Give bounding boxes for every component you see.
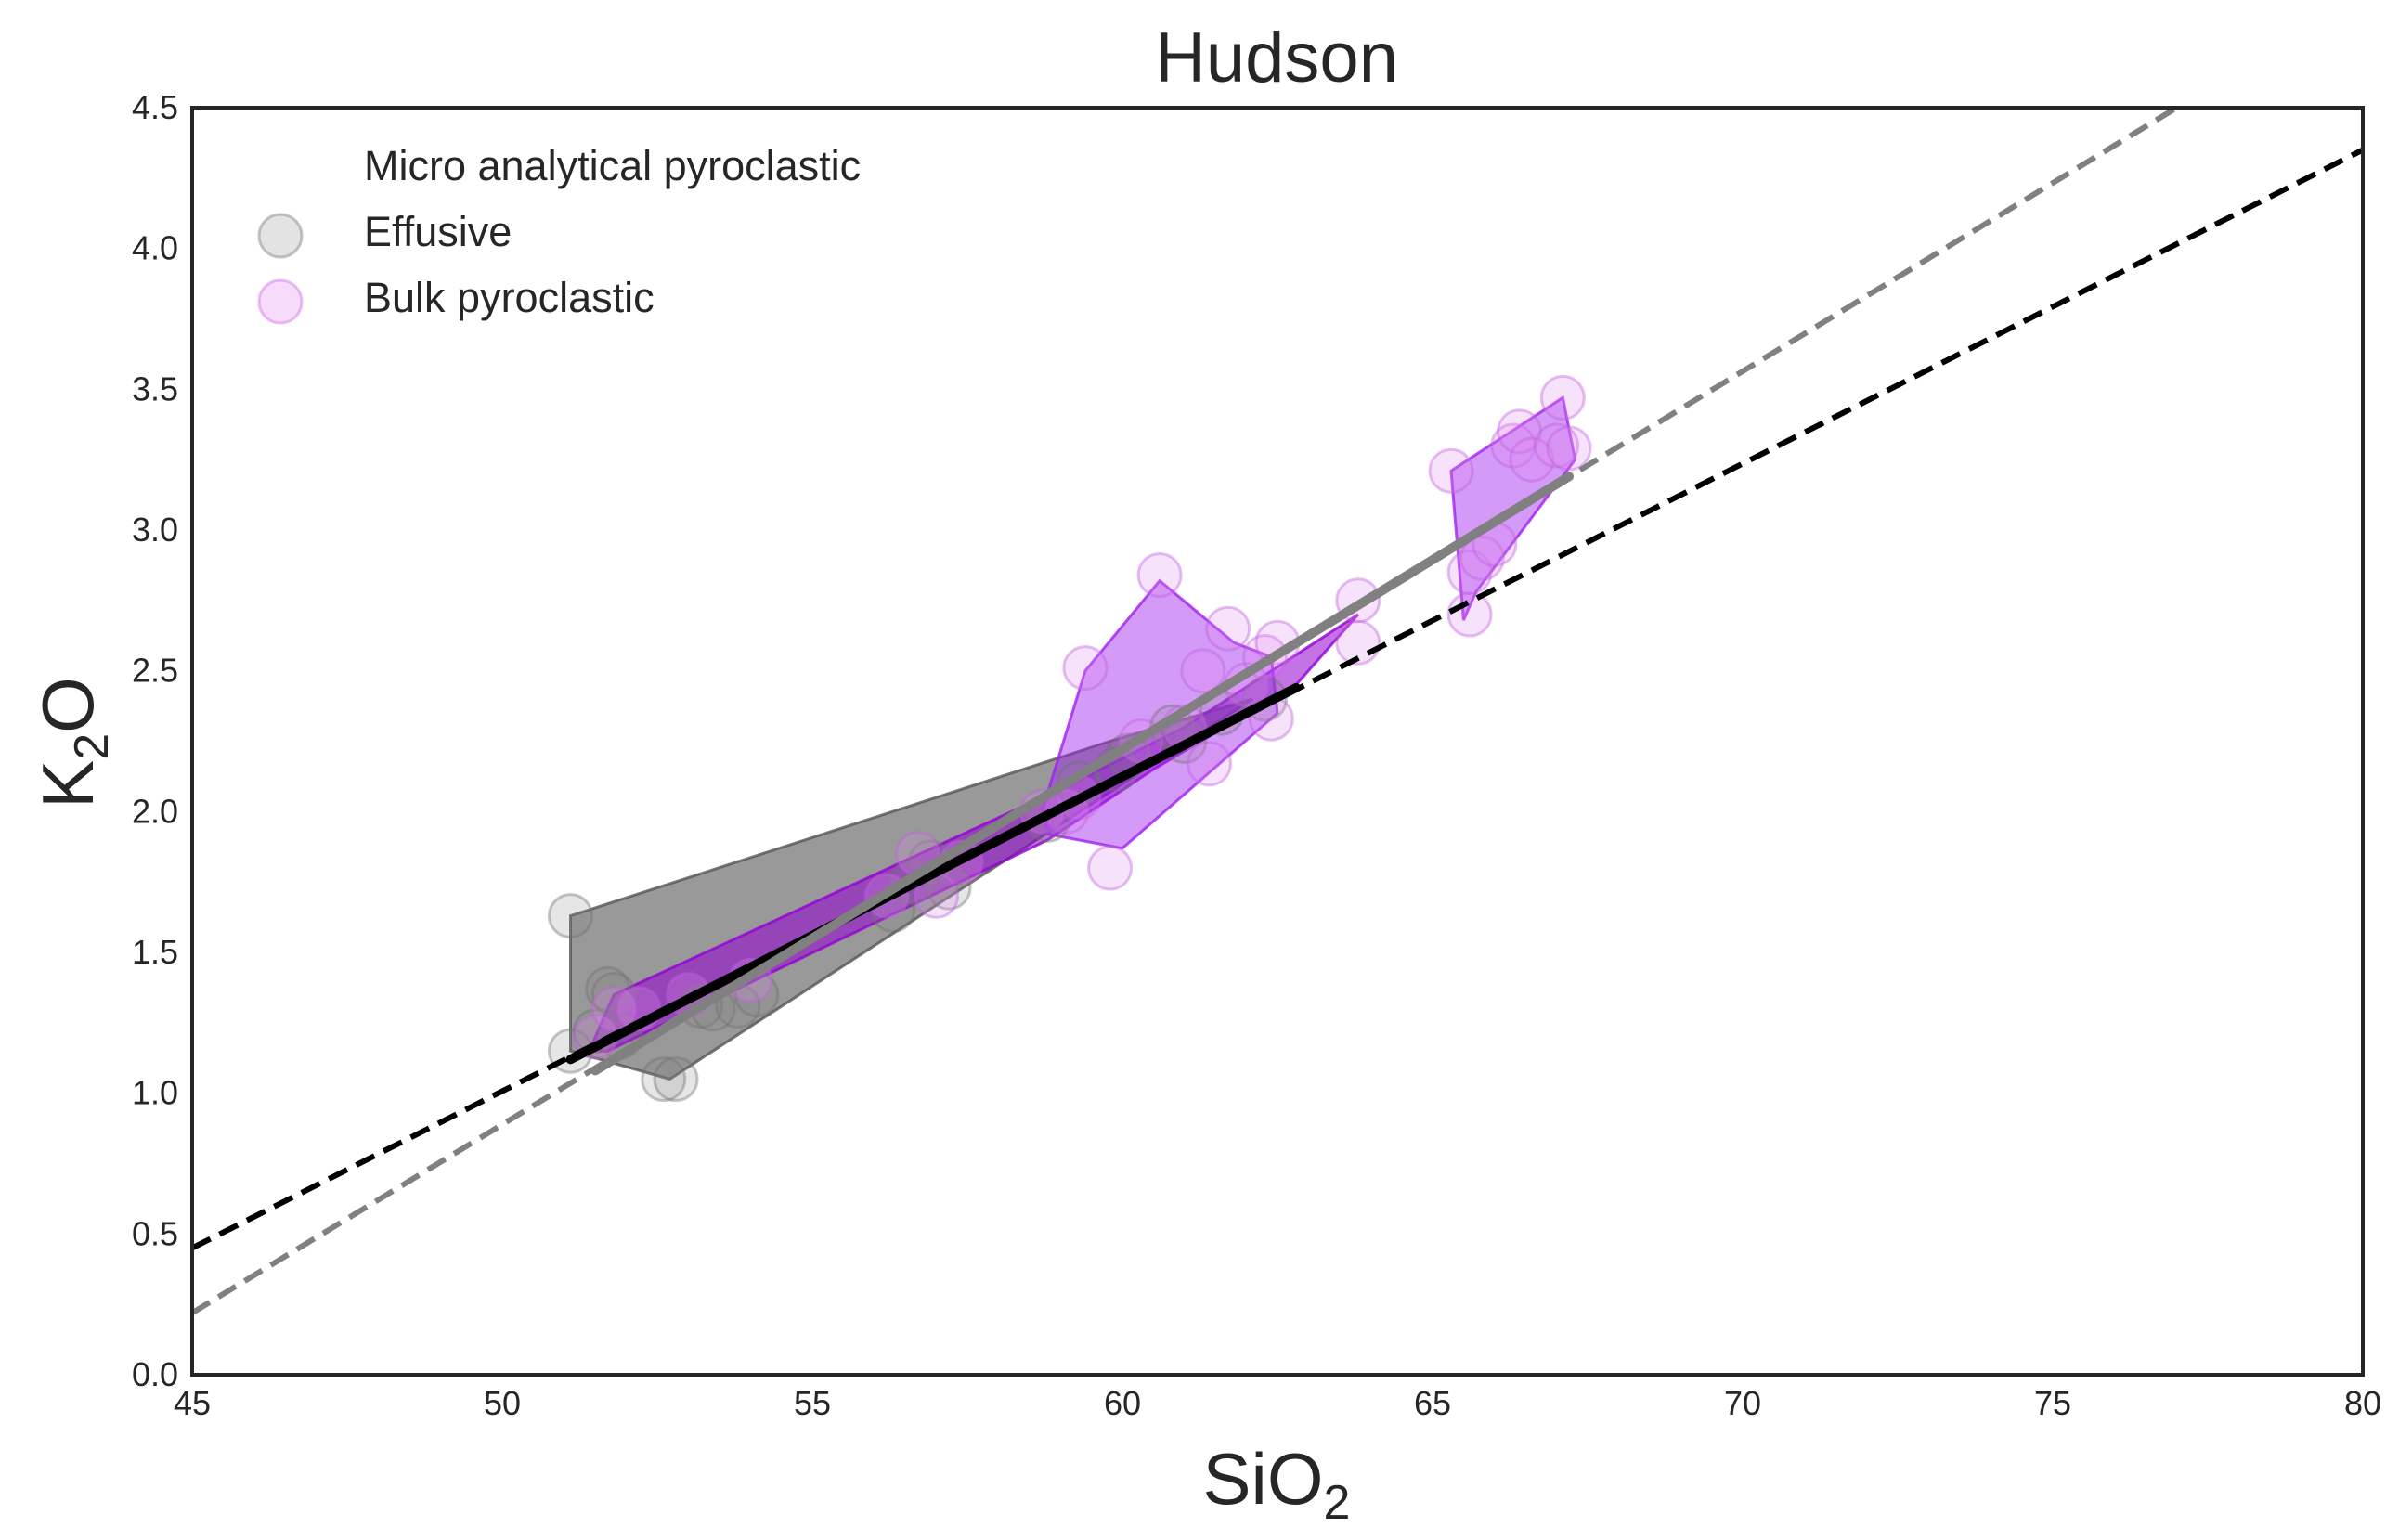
y-axis-label: K2O — [27, 677, 119, 809]
point-bulk-33 — [1509, 436, 1555, 483]
point-bulk-35 — [1539, 374, 1586, 421]
legend-marker-effusive — [257, 213, 304, 259]
point-bulk-26 — [1428, 447, 1474, 494]
y-tick-label-7: 3.5 — [132, 369, 178, 408]
y-tick-label-8: 4.0 — [132, 229, 178, 267]
trend-line-dashed-0 — [192, 147, 2363, 1251]
y-tick-label-0: 0.0 — [132, 1355, 178, 1393]
y-tick-label-5: 2.5 — [132, 652, 178, 690]
point-effusive-6 — [653, 1056, 699, 1102]
point-bulk-15 — [1136, 552, 1183, 598]
x-axis-ticks: 45 50 55 60 65 70 75 80 — [174, 1384, 2381, 1422]
legend-item-bulk: Bulk pyroclastic — [257, 274, 655, 325]
point-effusive-0 — [548, 893, 593, 939]
legend: Micro analytical pyroclastic Effusive Bu… — [257, 142, 861, 325]
x-tick-label-5: 70 — [1724, 1384, 1761, 1422]
y-tick-label-9: 4.5 — [132, 88, 178, 126]
y-tick-label-6: 3.0 — [132, 511, 178, 549]
point-effusive-2 — [590, 972, 637, 1017]
hull-micro-1 — [587, 613, 1359, 1053]
point-bulk-28 — [1446, 550, 1493, 595]
y-tick-label-3: 1.5 — [132, 933, 178, 971]
legend-label-bulk: Bulk pyroclastic — [364, 274, 655, 321]
legend-item-micro: Micro analytical pyroclastic — [364, 142, 861, 189]
legend-label-micro: Micro analytical pyroclastic — [364, 142, 861, 189]
legend-marker-bulk — [257, 278, 304, 325]
point-bulk-32 — [1497, 408, 1542, 455]
x-tick-label-6: 75 — [2034, 1384, 2071, 1422]
trend-lines — [192, 108, 2363, 1315]
point-effusive-5 — [641, 1056, 687, 1102]
trend-line-solid-3 — [590, 472, 1574, 1076]
hull-polygons — [569, 395, 1577, 1081]
data-points — [548, 374, 1592, 1102]
point-bulk-27 — [1446, 591, 1493, 638]
legend-item-effusive: Effusive — [257, 208, 512, 259]
point-bulk-34 — [1534, 422, 1580, 469]
plot-frame — [190, 106, 2365, 1377]
legend-label-effusive: Effusive — [364, 208, 512, 255]
point-bulk-31 — [1490, 422, 1537, 469]
x-tick-label-4: 65 — [1414, 1384, 1451, 1422]
x-tick-label-7: 80 — [2344, 1384, 2381, 1422]
x-tick-label-1: 50 — [484, 1384, 521, 1422]
chart-title: Hudson — [1155, 19, 1398, 97]
trend-line-solid-2 — [565, 682, 1301, 1065]
point-bulk-1 — [590, 986, 637, 1032]
point-effusive-1 — [585, 965, 631, 1012]
y-axis-ticks: 0.0 0.5 1.0 1.5 2.0 2.5 3.0 3.5 4.0 4.5 — [132, 88, 178, 1393]
point-bulk-29 — [1459, 535, 1505, 581]
point-bulk-19 — [1205, 605, 1251, 652]
x-axis-label: SiO2 — [1203, 1438, 1351, 1530]
x-tick-label-3: 60 — [1104, 1384, 1141, 1422]
x-tick-label-0: 45 — [174, 1384, 211, 1422]
y-tick-label-1: 0.5 — [132, 1214, 178, 1252]
point-bulk-17 — [1180, 648, 1226, 694]
y-tick-label-4: 2.0 — [132, 792, 178, 830]
point-bulk-12 — [1062, 645, 1109, 692]
y-tick-label-2: 1.0 — [132, 1074, 178, 1112]
x-tick-label-2: 55 — [794, 1384, 831, 1422]
trend-line-dashed-1 — [192, 108, 2179, 1315]
point-bulk-36 — [1546, 425, 1592, 472]
point-bulk-18 — [1187, 741, 1232, 787]
point-bulk-13 — [1087, 845, 1134, 891]
